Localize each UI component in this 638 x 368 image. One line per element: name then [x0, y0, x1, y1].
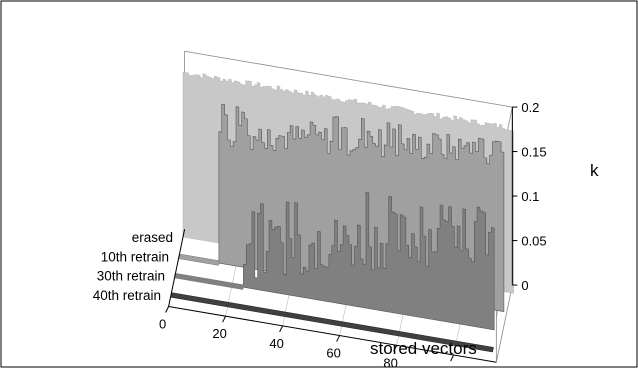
depth-axis-line — [168, 229, 186, 307]
z-tick-label-1: 0.05 — [521, 234, 546, 249]
z-axis-title: k — [590, 161, 599, 180]
x-axis-title: stored vectors — [370, 339, 477, 358]
x-tick-mark — [393, 345, 398, 352]
x-tick-label-3: 60 — [326, 346, 340, 361]
series-label-2: 30th retrain — [97, 269, 165, 284]
x-tick-mark — [222, 315, 227, 323]
axes-layer: erased 10th retrain 30th retrain 40th retra… — [93, 100, 547, 368]
x-tick-mark — [165, 306, 170, 313]
x-tick-label-1: 20 — [212, 326, 226, 341]
series-2 — [174, 192, 495, 331]
z-tick-label-2: 0.1 — [521, 189, 539, 204]
x-tick-label-5: 100 — [437, 365, 459, 368]
series-label-3: 40th retrain — [93, 288, 161, 303]
x-tick-mark — [336, 335, 341, 342]
series-area — [243, 192, 495, 331]
series-label-1: 10th retrain — [101, 249, 169, 264]
x-axis-line — [168, 305, 497, 363]
series-label-0: erased — [132, 230, 173, 245]
x-tick-label-0: 0 — [159, 316, 166, 331]
x-tick-label-2: 40 — [269, 336, 283, 351]
x-tick-mark — [279, 325, 284, 333]
x-tick-label-4: 80 — [383, 355, 397, 368]
series-layer — [170, 72, 514, 353]
z-tick-label-0: 0 — [521, 278, 528, 293]
z-tick-label-4: 0.2 — [521, 100, 539, 115]
z-tick-label-3: 0.15 — [521, 145, 546, 160]
x-tick-mark — [450, 354, 455, 362]
